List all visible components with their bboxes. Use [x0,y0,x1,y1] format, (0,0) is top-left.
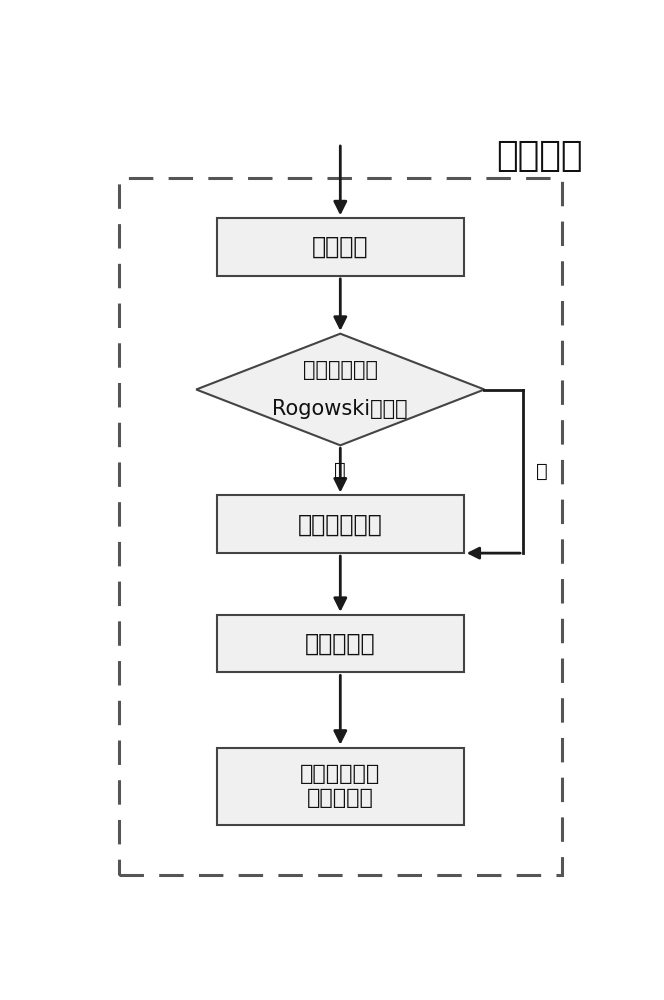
Text: 是: 是 [335,461,346,480]
Text: 否: 否 [536,462,548,481]
Text: 互感器结构为: 互感器结构为 [303,360,378,380]
FancyBboxPatch shape [217,495,464,553]
FancyBboxPatch shape [217,748,464,825]
Polygon shape [197,334,485,445]
Text: 非同步测量: 非同步测量 [305,632,376,656]
FancyBboxPatch shape [217,615,464,672]
Text: 误差计算（比
差、角差）: 误差计算（比 差、角差） [300,764,380,808]
FancyBboxPatch shape [217,218,464,276]
Text: 计算模块: 计算模块 [495,139,582,173]
Text: 信号进入: 信号进入 [312,235,369,259]
Bar [119,178,562,875]
Text: 希尔伯特变换: 希尔伯特变换 [298,512,382,536]
Text: Rogowski线圈？: Rogowski线圈？ [272,399,408,419]
